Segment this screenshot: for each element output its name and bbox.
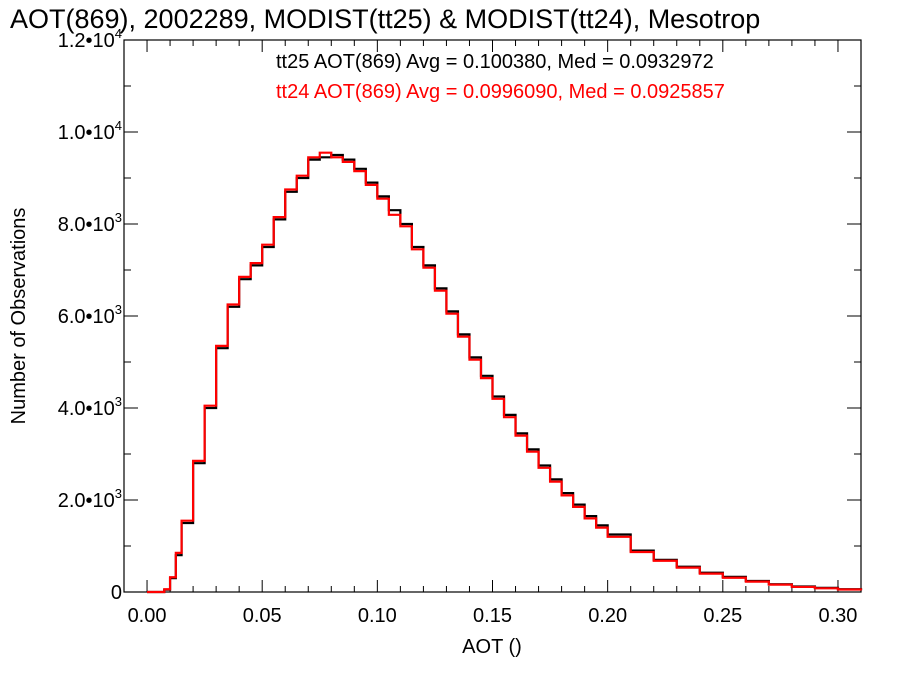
- y-tick-mantissa: 2.0•10: [58, 490, 115, 512]
- y-tick-label: 8.0•103: [58, 210, 122, 236]
- x-tick-label: 0.30: [819, 605, 858, 627]
- y-tick-label: 6.0•103: [58, 302, 122, 328]
- y-tick-exponent: 3: [115, 394, 122, 409]
- y-tick-label: 4.0•103: [58, 394, 122, 420]
- y-tick-exponent: 3: [115, 486, 122, 501]
- y-tick-mantissa: 1.0•10: [58, 122, 115, 144]
- y-tick-mantissa: 4.0•10: [58, 398, 115, 420]
- y-tick-label: 2.0•103: [58, 486, 122, 512]
- x-tick-label: 0.10: [358, 605, 397, 627]
- y-tick-exponent: 4: [115, 26, 122, 41]
- y-tick-label: 1.0•104: [58, 118, 122, 144]
- x-axis-label: AOT (): [462, 636, 522, 658]
- annotation-tt25: tt25 AOT(869) Avg = 0.100380, Med = 0.09…: [276, 51, 714, 73]
- y-tick-label: 0: [111, 582, 122, 604]
- y-tick-label: 1.2•104: [58, 26, 122, 52]
- x-tick-label: 0.25: [703, 605, 742, 627]
- y-tick-mantissa: 6.0•10: [58, 306, 115, 328]
- series-layer: [147, 151, 863, 594]
- plot-frame: [123, 39, 862, 593]
- chart-title: AOT(869), 2002289, MODIST(tt25) & MODIST…: [10, 4, 760, 34]
- y-axis-label: Number of Observations: [8, 208, 30, 425]
- y-tick-exponent: 4: [115, 118, 122, 133]
- y-tick-exponent: 3: [115, 210, 122, 225]
- y-tick-mantissa: 8.0•10: [58, 214, 115, 236]
- histogram-series-1: [147, 151, 863, 594]
- y-tick-exponent: 3: [115, 302, 122, 317]
- annotation-tt24: tt24 AOT(869) Avg = 0.0996090, Med = 0.0…: [276, 81, 725, 103]
- histogram-series-0: [147, 153, 863, 594]
- x-tick-label: 0.00: [128, 605, 167, 627]
- x-tick-label: 0.20: [588, 605, 627, 627]
- ticks-layer: 0.00 0.05 0.10 0.15 0.20 0.25 0.3002.0•1034.0•…: [58, 26, 862, 627]
- x-tick-label: 0.15: [473, 605, 512, 627]
- y-tick-mantissa: 1.2•10: [58, 30, 115, 52]
- y-tick-mantissa: 0: [111, 582, 122, 604]
- x-tick-label: 0.05: [243, 605, 282, 627]
